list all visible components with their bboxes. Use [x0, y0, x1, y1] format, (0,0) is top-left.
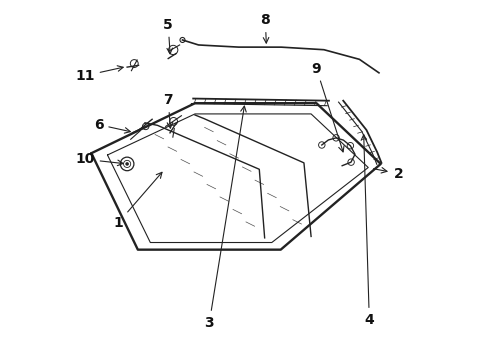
Text: 8: 8 — [261, 13, 270, 43]
Text: 5: 5 — [163, 18, 173, 54]
Text: 1: 1 — [113, 172, 162, 230]
Circle shape — [126, 163, 128, 165]
Text: 4: 4 — [361, 135, 374, 327]
Text: 9: 9 — [312, 62, 344, 152]
Text: 2: 2 — [373, 167, 403, 181]
Text: 11: 11 — [75, 66, 123, 83]
Text: 10: 10 — [75, 152, 123, 166]
Text: 6: 6 — [94, 118, 130, 133]
Text: 7: 7 — [163, 93, 173, 128]
Text: 3: 3 — [204, 106, 246, 330]
